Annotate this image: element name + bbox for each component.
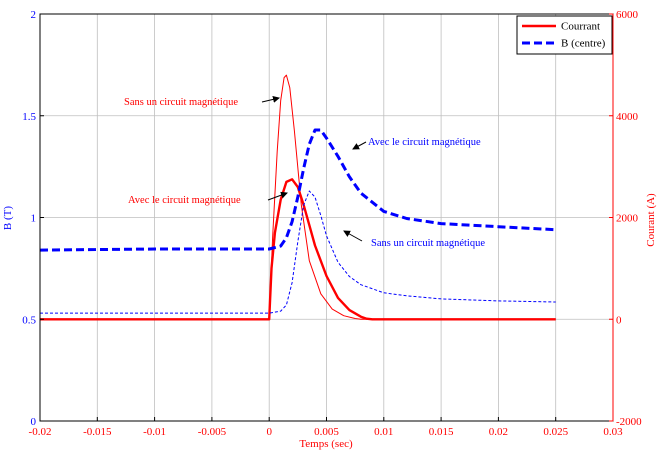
annotation-arrow [352,141,367,150]
left-axis-ticks: 0 0.5 1 1.5 2 [22,9,44,428]
x-tick-label: 0.02 [489,426,508,438]
left-tick-label: 2 [31,9,37,21]
annotation-blue-sans: Sans un circuit magnétique [371,238,485,249]
x-tick-label: 0.03 [603,426,623,438]
x-axis-ticks: -0.02 -0.015 -0.01 -0.005 0 0.005 0.01 0.015 0.0… [29,417,623,438]
annotation-arrow [261,95,280,103]
x-tick-label: -0.005 [198,426,227,438]
annotation-red-avec: Avec le circuit magnétique [128,195,241,206]
right-tick-label: 4000 [616,111,639,123]
right-tick-label: 2000 [616,213,639,225]
annotation-red-sans: Sans un circuit magnétique [124,97,238,108]
x-axis-label: Temps (sec) [299,438,353,450]
right-tick-label: 6000 [616,9,639,21]
annotations: Sans un circuit magnétique Avec le circu… [124,95,485,249]
x-tick-label: -0.015 [83,426,112,438]
annotation-arrow [267,191,288,201]
left-tick-label: 0 [31,416,37,428]
series-layer [39,74,556,321]
left-tick-label: 0.5 [22,314,36,326]
series-line [39,128,556,252]
x-tick-label: 0.005 [314,426,339,438]
legend: Courrant B (centre) [516,15,613,55]
right-axis-label: Courant (A) [645,193,657,247]
x-tick-label: 0.015 [429,426,454,438]
x-tick-label: -0.02 [29,426,52,438]
x-tick-label: 0 [266,426,272,438]
right-tick-label: -2000 [616,416,642,428]
annotation-arrow [343,230,363,242]
x-tick-label: 0.01 [374,426,393,438]
annotation-blue-avec: Avec le circuit magnétique [368,137,481,148]
legend-label-courrant: Courrant [561,21,600,33]
legend-label-b-centre: B (centre) [561,38,606,50]
right-axis-ticks: -2000 0 2000 4000 6000 [609,9,642,428]
left-tick-label: 1.5 [22,111,36,123]
left-tick-label: 1 [31,213,37,225]
left-axis-label: B (T) [2,206,14,230]
series-line [40,74,556,320]
x-tick-label: 0.025 [543,426,568,438]
x-tick-label: -0.01 [143,426,166,438]
right-tick-label: 0 [616,314,622,326]
legend-box [516,15,613,55]
